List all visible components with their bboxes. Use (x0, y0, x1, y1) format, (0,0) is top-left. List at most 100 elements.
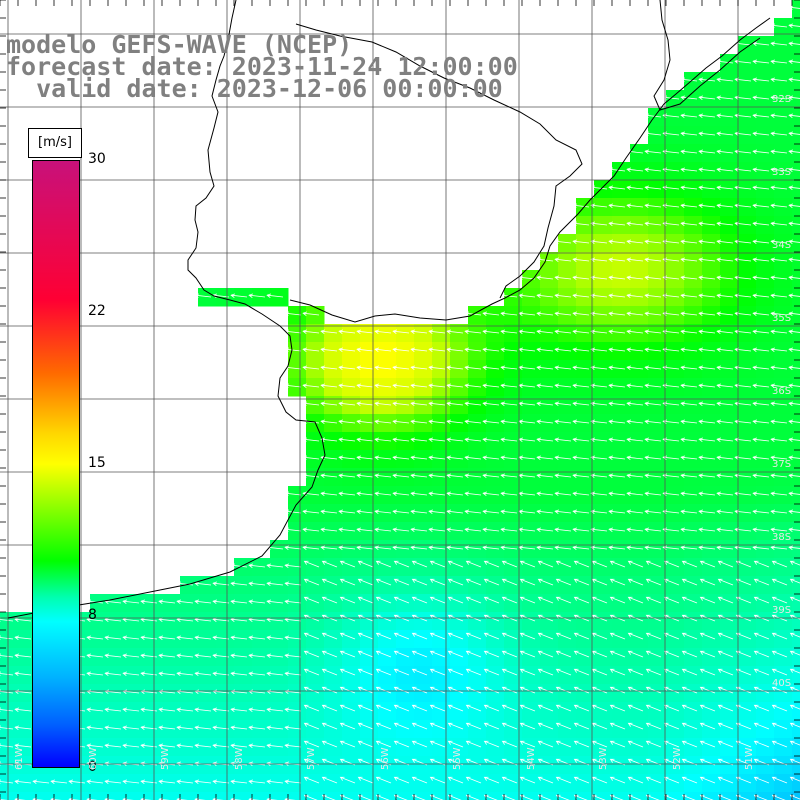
wind-cell (252, 612, 271, 631)
lat-label-35s: 35S (772, 313, 792, 324)
wind-cell (396, 612, 415, 631)
wind-arrow (698, 527, 716, 532)
wind-cell (720, 756, 739, 775)
wind-cell (612, 540, 631, 559)
wind-arrow (698, 257, 716, 262)
wind-cell (612, 378, 631, 397)
wind-cell (576, 774, 595, 793)
wind-arrow (465, 776, 482, 784)
wind-cell (288, 522, 307, 541)
wind-cell (558, 414, 577, 433)
wind-cell (450, 360, 469, 379)
wind-arrow (788, 275, 800, 280)
wind-cell (468, 306, 487, 325)
wind-cell (396, 720, 415, 739)
wind-cell (738, 306, 757, 325)
wind-arrow (519, 668, 536, 676)
wind-cell (774, 702, 793, 721)
wind-cell (756, 756, 775, 775)
wind-arrow (788, 203, 800, 208)
wind-arrow (537, 650, 554, 658)
wind-cell (126, 702, 145, 721)
wind-arrow (644, 239, 662, 244)
wind-arrow (536, 491, 554, 496)
colorbar-tick-8: 8 (88, 607, 97, 623)
wind-cell (0, 774, 19, 793)
wind-arrow (770, 203, 788, 208)
wind-arrow (393, 668, 410, 676)
wind-arrow (663, 686, 680, 694)
wind-arrow (717, 776, 734, 784)
wind-arrow (555, 596, 572, 604)
wind-arrow (572, 401, 590, 406)
wind-cell (198, 594, 217, 613)
wind-arrow (230, 779, 248, 784)
wind-arrow (536, 509, 554, 514)
wind-arrow (374, 491, 392, 496)
wind-cell (702, 756, 721, 775)
wind-cell (666, 630, 685, 649)
wind-arrow (609, 578, 626, 586)
wind-arrow (321, 668, 338, 676)
wind-cell (414, 774, 433, 793)
wind-arrow (590, 365, 608, 370)
wind-arrow (663, 704, 680, 712)
wind-cell (0, 612, 19, 631)
wind-cell (540, 720, 559, 739)
wind-arrow (681, 776, 698, 784)
wind-arrow (500, 527, 518, 532)
wind-arrow (609, 704, 626, 712)
wind-cell (144, 738, 163, 757)
wind-cell (468, 684, 487, 703)
wind-arrow (626, 437, 644, 442)
wind-arrow (752, 401, 770, 406)
wind-arrow (356, 545, 374, 550)
wind-cell (612, 576, 631, 595)
wind-cell (702, 666, 721, 685)
wind-cell (648, 648, 667, 667)
wind-cell (702, 450, 721, 469)
wind-arrow (770, 293, 788, 298)
wind-arrow (0, 617, 14, 622)
wind-cell (522, 612, 541, 631)
wind-cell (162, 702, 181, 721)
wind-arrow (752, 509, 770, 514)
wind-cell (666, 306, 685, 325)
wind-cell (306, 774, 325, 793)
wind-cell (702, 702, 721, 721)
wind-arrow (464, 545, 482, 550)
wind-arrow (410, 365, 428, 370)
wind-arrow (626, 239, 644, 244)
wind-arrow (266, 743, 284, 748)
wind-cell (738, 72, 757, 91)
wind-cell (432, 720, 451, 739)
wind-cell (432, 378, 451, 397)
wind-arrow (536, 293, 554, 298)
wind-arrow (392, 347, 410, 352)
wind-arrow (591, 722, 608, 730)
wind-cell (378, 792, 397, 800)
wind-arrow (536, 437, 554, 442)
wind-arrow (357, 578, 374, 586)
wind-cell (468, 720, 487, 739)
wind-cell (720, 288, 739, 307)
wind-arrow (519, 740, 536, 748)
wind-cell (432, 738, 451, 757)
wind-arrow (464, 365, 482, 370)
wind-cell (576, 522, 595, 541)
wind-cell (540, 468, 559, 487)
wind-cell (684, 180, 703, 199)
wind-cell (630, 648, 649, 667)
wind-arrow (752, 545, 770, 550)
wind-cell (792, 558, 800, 577)
wind-cell (630, 468, 649, 487)
wind-cell (720, 90, 739, 109)
wind-arrow (608, 347, 626, 352)
wind-cell (648, 630, 667, 649)
wind-cell (792, 90, 800, 109)
wind-arrow (375, 668, 392, 676)
wind-cell (648, 108, 667, 127)
wind-cell (630, 738, 649, 757)
wind-cell (756, 594, 775, 613)
